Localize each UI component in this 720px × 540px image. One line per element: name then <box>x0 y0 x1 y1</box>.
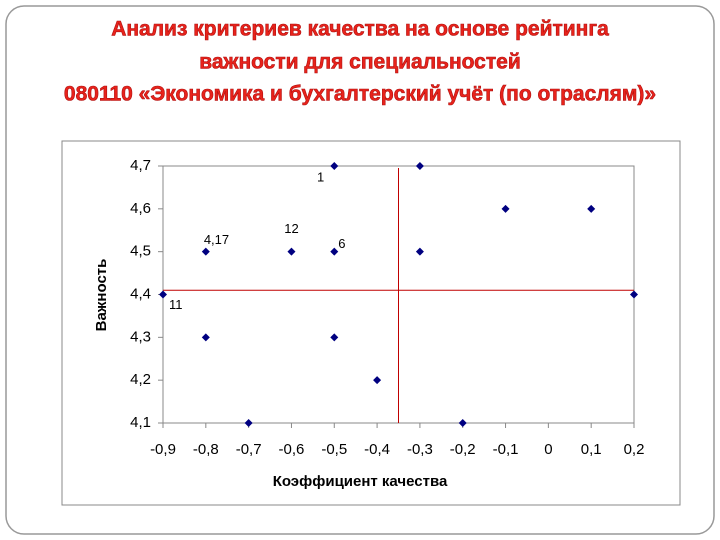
x-tick-label: -0,8 <box>193 441 219 458</box>
title-line: важности для специальностей <box>199 51 520 74</box>
point <box>587 204 596 213</box>
point <box>287 247 296 256</box>
point <box>630 290 638 299</box>
title-line: 080110 «Экономика и бухгалтерский учёт (… <box>64 83 656 106</box>
x-tick-label: -0,7 <box>236 441 262 458</box>
y-axis-label: Важность <box>93 259 110 332</box>
x-tick-label: 0 <box>544 441 552 458</box>
x-tick-label: 0,1 <box>581 441 602 458</box>
point-label: 1 <box>317 169 324 184</box>
y-tick-label: 4,3 <box>130 328 151 345</box>
point-label: 12 <box>284 221 298 236</box>
x-tick-label: -0,6 <box>279 441 305 458</box>
point <box>330 333 339 342</box>
x-tick-label: -0,9 <box>150 441 176 458</box>
x-tick-label: -0,4 <box>364 441 390 458</box>
point <box>501 204 510 213</box>
point-label: 4,17 <box>204 232 229 247</box>
y-tick-label: 4,4 <box>130 285 151 302</box>
point <box>415 247 424 256</box>
y-tick-label: 4,2 <box>130 371 151 388</box>
y-tick-label: 4,6 <box>130 200 151 217</box>
point <box>330 162 339 170</box>
point <box>330 247 339 256</box>
point <box>415 162 424 170</box>
point <box>244 419 253 427</box>
x-tick-label: -0,1 <box>493 441 519 458</box>
point <box>201 333 210 342</box>
point <box>458 419 467 427</box>
point <box>201 247 210 256</box>
x-axis-label: Коэффициент качества <box>273 473 448 490</box>
x-tick-label: -0,5 <box>321 441 347 458</box>
point-label: 6 <box>338 236 345 251</box>
point <box>159 290 167 299</box>
point <box>373 376 382 385</box>
y-tick-label: 4,7 <box>130 157 151 174</box>
x-tick-label: -0,3 <box>407 441 433 458</box>
y-tick-label: 4,1 <box>130 414 151 431</box>
title-line: Анализ критериев качества на основе рейт… <box>111 18 609 41</box>
x-tick-label: -0,2 <box>450 441 476 458</box>
point-label: 11 <box>169 297 183 312</box>
x-tick-label: 0,2 <box>624 441 645 458</box>
y-tick-label: 4,5 <box>130 243 151 260</box>
